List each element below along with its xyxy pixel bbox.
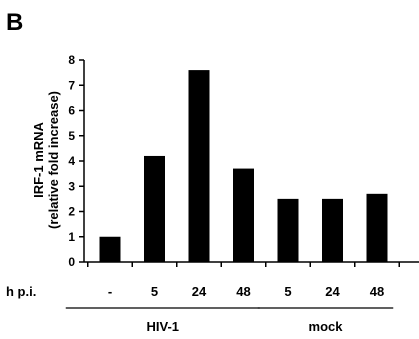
y-axis-title-line2: (relative fold increase)	[46, 91, 61, 229]
category-label: 24	[325, 284, 340, 299]
group-label: mock	[309, 319, 344, 334]
bar	[322, 198, 343, 262]
y-axis-title-line1: IRF-1 mRNA	[31, 121, 46, 197]
y-ticks: 0 1 2 3 4 5 6 7 8	[68, 53, 84, 269]
category-label: 48	[370, 284, 384, 299]
bars	[87, 70, 400, 267]
panel-label: B	[6, 9, 23, 36]
bar	[366, 193, 388, 262]
category-label: 48	[236, 284, 250, 299]
y-tick-label: 8	[68, 53, 75, 67]
y-tick-label: 5	[68, 129, 75, 143]
y-tick-label: 3	[68, 179, 75, 193]
y-tick-label: 4	[68, 154, 75, 168]
y-tick-label: 0	[68, 255, 75, 269]
row-label: h p.i.	[6, 284, 36, 299]
group-label: HIV-1	[146, 319, 179, 334]
y-tick-label: 6	[68, 104, 75, 118]
y-tick-label: 2	[68, 205, 75, 219]
bar	[233, 168, 254, 262]
y-tick-label: 1	[68, 230, 75, 244]
y-tick-label: 7	[68, 78, 75, 92]
category-labels: - 5 24 48 5 24 48	[108, 284, 384, 299]
category-label: 5	[151, 284, 158, 299]
category-label: 24	[192, 284, 207, 299]
bar	[99, 236, 121, 262]
bar	[277, 198, 299, 262]
bar	[144, 155, 165, 262]
group-labels: HIV-1 mock	[65, 307, 394, 334]
category-label: 5	[284, 284, 291, 299]
category-label: -	[108, 284, 112, 299]
bar	[188, 70, 210, 262]
